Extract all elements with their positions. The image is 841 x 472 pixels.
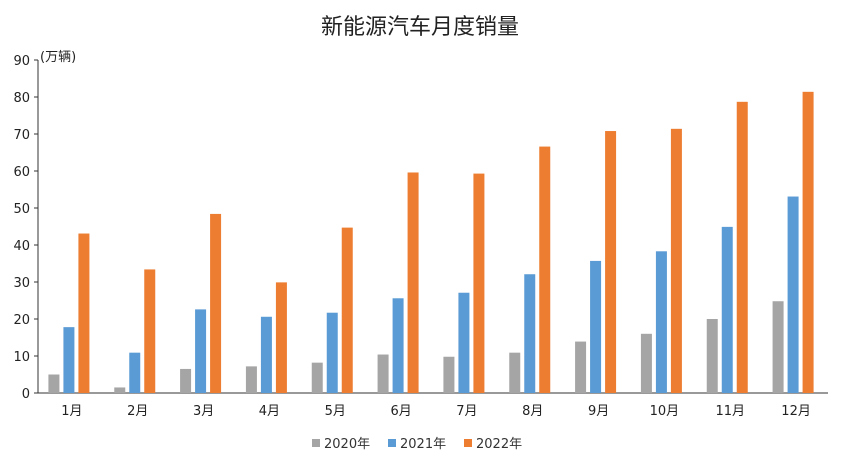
y-unit-label: (万辆) (40, 50, 76, 65)
bar-1-8 (509, 352, 521, 393)
bar-2-1 (63, 327, 75, 393)
x-tick-label: 11月 (715, 404, 745, 419)
bar-2-7 (458, 292, 470, 393)
bar-1-4 (245, 366, 257, 393)
x-tick-label: 4月 (259, 404, 280, 419)
x-tick-label: 2月 (127, 404, 148, 419)
bar-2-9 (590, 260, 602, 393)
axes: 0 10 20 30 40 50 60 70 80 90 1月 2月 3月 4月 5月 6月 7月 8月 9月 10月… (13, 54, 828, 419)
watermark: 搜狐号@芯广场 (712, 7, 824, 26)
bar-3-8 (539, 146, 551, 393)
bar-1-11 (706, 319, 718, 393)
y-tick-label: 70 (13, 128, 30, 143)
x-tick-label: 12月 (781, 404, 811, 419)
y-tick-label: 20 (13, 313, 30, 328)
bar-1-2 (114, 387, 126, 393)
bar-2-3 (195, 309, 207, 393)
bar-3-10 (670, 128, 682, 393)
bar-1-10 (640, 333, 652, 393)
y-tick-label: 90 (13, 54, 30, 69)
x-tick-label: 6月 (390, 404, 411, 419)
y-tick-label: 0 (22, 387, 30, 402)
bar-1-3 (180, 368, 192, 393)
bar-3-12 (802, 91, 814, 393)
bars (48, 91, 814, 394)
bar-3-9 (605, 131, 617, 394)
bar-2-4 (260, 316, 272, 393)
x-tick-label: 8月 (522, 404, 543, 419)
legend-swatch (312, 439, 320, 447)
bar-2-6 (392, 298, 404, 393)
bar-2-11 (721, 226, 733, 393)
bar-3-4 (275, 282, 287, 393)
bar-1-1 (48, 374, 60, 393)
legend-swatch (464, 439, 472, 447)
x-tick-label: 7月 (456, 404, 477, 419)
y-tick-label: 40 (13, 239, 30, 254)
bar-3-5 (341, 227, 353, 393)
legend: 2020年 2021年 2022年 (312, 437, 522, 452)
bar-2-12 (787, 196, 799, 393)
legend-label: 2020年 (324, 437, 370, 452)
y-tick-label: 50 (13, 202, 30, 217)
bar-2-8 (524, 274, 536, 393)
bar-3-6 (407, 172, 419, 393)
bar-1-5 (311, 362, 323, 393)
x-tick-label: 10月 (650, 404, 680, 419)
bar-3-11 (736, 101, 748, 393)
y-tick-label: 80 (13, 91, 30, 106)
bar-2-10 (655, 251, 667, 393)
chart-title: 新能源汽车月度销量 (321, 15, 519, 40)
x-tick-label: 3月 (193, 404, 214, 419)
bar-3-7 (473, 173, 485, 393)
y-tick-label: 30 (13, 276, 30, 291)
legend-swatch (388, 439, 396, 447)
y-tick-label: 60 (13, 165, 30, 180)
bar-1-12 (772, 301, 784, 393)
bar-3-1 (78, 233, 90, 393)
x-tick-label: 5月 (325, 404, 346, 419)
legend-label: 2022年 (476, 437, 522, 452)
legend-label: 2021年 (400, 437, 446, 452)
x-tick-label: 1月 (61, 404, 82, 419)
bar-1-6 (377, 354, 389, 393)
bar-3-3 (210, 213, 222, 393)
x-tick-label: 9月 (588, 404, 609, 419)
bar-1-9 (575, 341, 587, 393)
bar-2-2 (129, 352, 141, 393)
bar-1-7 (443, 356, 455, 393)
bar-2-5 (326, 312, 338, 393)
bar-3-2 (144, 269, 156, 393)
y-tick-label: 10 (13, 350, 30, 365)
